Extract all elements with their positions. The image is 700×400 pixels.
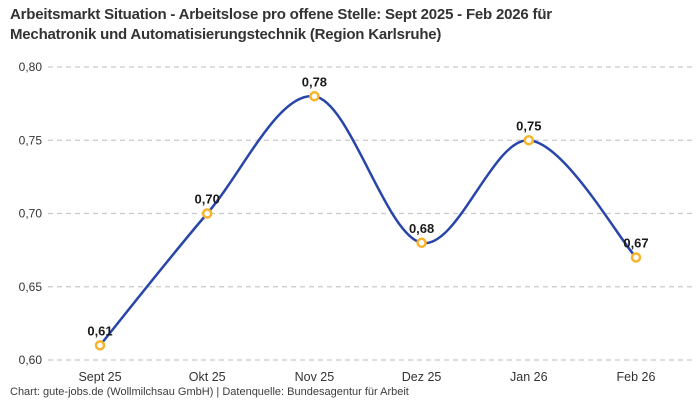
x-tick-label: Sept 25 (78, 370, 121, 384)
data-point-marker[interactable] (523, 135, 535, 146)
x-tick-label: Jan 26 (510, 370, 548, 384)
y-tick-label: 0,60 (19, 353, 43, 367)
x-tick-label: Feb 26 (617, 370, 656, 384)
chart-footer: Chart: gute-jobs.de (Wollmilchsau GmbH) … (10, 386, 409, 398)
chart-title-line1: Arbeitsmarkt Situation - Arbeitslose pro… (10, 6, 552, 23)
chart-title: Arbeitsmarkt Situation - Arbeitslose pro… (10, 5, 690, 45)
x-tick-label: Nov 25 (295, 370, 335, 384)
data-point-label: 0,78 (302, 74, 327, 89)
data-point-marker[interactable] (201, 208, 213, 219)
y-tick-label: 0,65 (19, 280, 43, 294)
data-point-label: 0,68 (409, 221, 434, 236)
data-point-marker[interactable] (630, 252, 642, 263)
y-tick-label: 0,75 (19, 133, 43, 147)
y-tick-label: 0,70 (19, 207, 43, 221)
series-line (98, 95, 638, 347)
data-point-marker[interactable] (309, 91, 320, 102)
y-tick-label: 0,80 (19, 60, 43, 74)
data-point-marker[interactable] (94, 340, 106, 351)
x-tick-label: Dez 25 (402, 370, 442, 384)
x-tick-label: Okt 25 (189, 370, 226, 384)
data-point-label: 0,70 (195, 192, 220, 207)
chart-title-line2: Mechatronik und Automatisierungstechnik … (10, 26, 442, 43)
data-point-label: 0,75 (516, 118, 541, 133)
data-point-label: 0,67 (623, 235, 648, 250)
data-point-label: 0,61 (87, 323, 112, 338)
data-point-marker[interactable] (416, 237, 427, 249)
